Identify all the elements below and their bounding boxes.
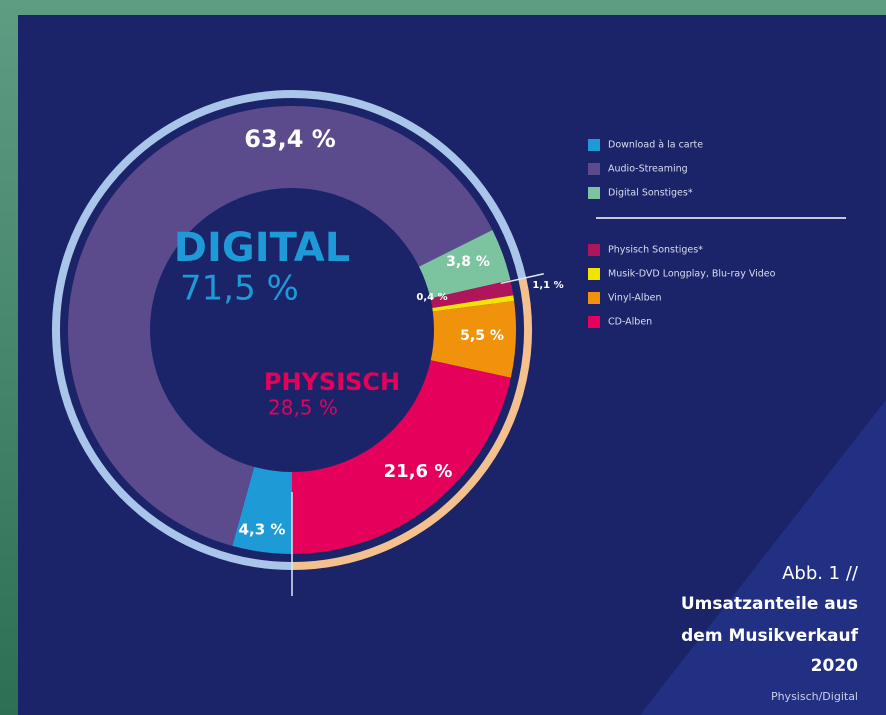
legend-swatch xyxy=(588,268,600,280)
group-value: 71,5 % xyxy=(180,269,299,309)
caption: 2020 xyxy=(811,656,858,676)
legend-swatch xyxy=(588,163,600,175)
legend-label: Physisch Sonstiges* xyxy=(608,245,703,256)
donut-segment xyxy=(232,466,292,554)
caption: Abb. 1 // xyxy=(782,563,859,584)
legend-label: Download à la carte xyxy=(608,140,703,151)
data-label: 3,8 % xyxy=(446,254,490,270)
decoration xyxy=(640,400,886,715)
legend-swatch xyxy=(588,187,600,199)
legend-label: CD-Alben xyxy=(608,317,652,328)
data-label: 21,6 % xyxy=(384,461,453,482)
legend-label: Vinyl-Alben xyxy=(608,293,661,304)
donut-segment xyxy=(419,229,511,299)
caption: Physisch/Digital xyxy=(771,690,858,703)
data-label: 63,4 % xyxy=(244,125,336,153)
group-value: 28,5 % xyxy=(268,396,338,420)
data-label: 1,1 % xyxy=(532,280,563,291)
separator xyxy=(500,272,544,285)
legend-label: Musik-DVD Longplay, Blu-ray Video xyxy=(608,269,776,280)
caption: dem Musikverkauf xyxy=(681,626,858,646)
donut-segment xyxy=(430,280,514,309)
legend-label: Digital Sonstiges* xyxy=(608,188,693,199)
group-ring xyxy=(291,277,532,570)
donut-segment xyxy=(68,106,493,546)
legend-swatch xyxy=(588,244,600,256)
donut-segment xyxy=(292,360,511,554)
data-label: 0,4 % xyxy=(416,292,447,303)
donut-segment xyxy=(432,295,515,312)
data-label: 4,3 % xyxy=(239,521,286,539)
group-title: PHYSISCH xyxy=(264,368,400,396)
caption: Umsatzanteile aus xyxy=(681,594,858,614)
legend-label: Audio-Streaming xyxy=(608,164,688,175)
group-ring xyxy=(52,90,527,570)
data-label: 5,5 % xyxy=(460,328,504,344)
group-title: DIGITAL xyxy=(174,225,350,271)
legend-swatch xyxy=(588,316,600,328)
legend-swatch xyxy=(588,139,600,151)
legend-swatch xyxy=(588,292,600,304)
donut-segment xyxy=(430,300,517,378)
